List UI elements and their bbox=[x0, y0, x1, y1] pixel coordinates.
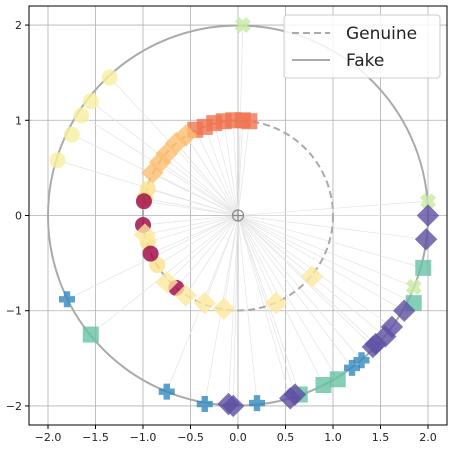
diamond-marker bbox=[414, 228, 438, 251]
x-tick-label: 1.5 bbox=[372, 431, 390, 444]
x-tick-label: −1.0 bbox=[130, 431, 157, 444]
origin-marker bbox=[231, 209, 245, 222]
x-marker bbox=[420, 193, 436, 210]
diamond-marker bbox=[416, 204, 440, 227]
y-tick-label: 2 bbox=[15, 19, 22, 32]
diamond-marker bbox=[283, 383, 307, 406]
x-marker-shape bbox=[420, 193, 436, 210]
spoke-line bbox=[237, 120, 244, 216]
spoke-line bbox=[159, 161, 239, 216]
spoke-line bbox=[223, 121, 239, 216]
y-axis-ticks: −2 −1 0 1 2 bbox=[6, 19, 29, 413]
spoke-line bbox=[147, 215, 239, 243]
legend-genuine-label: Genuine bbox=[346, 24, 417, 44]
x-tick-label: 1.0 bbox=[324, 431, 342, 444]
spoke-line bbox=[232, 120, 239, 216]
spoke-line bbox=[185, 135, 239, 216]
diamond-marker bbox=[133, 223, 157, 246]
circle-marker bbox=[49, 152, 66, 169]
spoke-line bbox=[237, 215, 258, 404]
spoke-line bbox=[144, 198, 239, 216]
diamond-marker bbox=[148, 150, 172, 174]
circle-marker bbox=[101, 69, 118, 86]
x-tick-label: −0.5 bbox=[177, 431, 204, 444]
spoke-line bbox=[175, 215, 239, 289]
x-marker-shape bbox=[405, 279, 422, 295]
diamond-marker bbox=[300, 265, 324, 288]
square-marker bbox=[241, 113, 258, 130]
spoke-line bbox=[237, 215, 339, 380]
spoke-line bbox=[143, 200, 239, 216]
diamond-marker bbox=[264, 291, 288, 315]
y-tick-label: 1 bbox=[15, 114, 22, 127]
spoke-line bbox=[157, 215, 239, 266]
x-tick-label: 2.0 bbox=[419, 431, 437, 444]
legend-fake-label: Fake bbox=[346, 51, 384, 71]
spoke-line bbox=[237, 215, 414, 304]
spoke-line bbox=[185, 215, 239, 296]
circle-marker bbox=[142, 245, 159, 262]
diamond-marker bbox=[212, 297, 235, 321]
x-tick-label: −1.5 bbox=[82, 431, 109, 444]
plus-marker bbox=[353, 352, 370, 369]
circle-marker bbox=[135, 193, 152, 210]
spoke-line bbox=[237, 121, 250, 216]
plus-marker bbox=[196, 396, 213, 413]
x-marker bbox=[234, 17, 251, 33]
legend-box bbox=[283, 14, 441, 79]
spoke-line bbox=[232, 215, 239, 406]
y-tick-label: −2 bbox=[6, 400, 22, 413]
spoke-line bbox=[150, 215, 239, 254]
legend: Genuine Fake bbox=[283, 14, 441, 79]
diamond-marker bbox=[361, 335, 385, 359]
plus-marker bbox=[249, 395, 265, 412]
circle-marker bbox=[73, 107, 90, 124]
square-marker bbox=[329, 371, 346, 388]
x-tick-label: 0.5 bbox=[277, 431, 295, 444]
spoke-line bbox=[223, 215, 239, 309]
diamond-marker bbox=[222, 394, 245, 418]
circle-marker bbox=[82, 93, 99, 110]
square-marker bbox=[315, 377, 332, 394]
spoke-line bbox=[213, 123, 239, 216]
square-marker bbox=[82, 326, 99, 343]
spoke-line bbox=[237, 215, 277, 304]
x-axis-ticks: −2.0 −1.5 −1.0 −0.5 0.0 0.5 1.0 1.5 2.0 bbox=[35, 425, 437, 444]
square-marker bbox=[415, 259, 432, 276]
spoke-line bbox=[237, 215, 296, 395]
spoke-line bbox=[194, 129, 239, 216]
spoke-line bbox=[204, 126, 239, 216]
spoke-line bbox=[166, 215, 239, 283]
x-marker-shape bbox=[234, 17, 251, 33]
diamond-marker bbox=[141, 161, 164, 184]
data-markers bbox=[49, 17, 440, 418]
x-tick-label: −2.0 bbox=[35, 431, 62, 444]
plus-marker bbox=[344, 359, 360, 376]
circle-marker bbox=[63, 126, 80, 143]
plus-marker bbox=[58, 291, 75, 308]
spoke-line bbox=[175, 142, 239, 216]
diamond-marker bbox=[174, 284, 197, 307]
y-tick-label: −1 bbox=[6, 305, 22, 318]
spoke-line bbox=[144, 215, 239, 235]
plus-marker bbox=[158, 383, 175, 400]
diamond-marker bbox=[193, 291, 216, 315]
spoke-line bbox=[166, 153, 239, 216]
x-marker bbox=[405, 279, 422, 295]
diamond-marker bbox=[393, 299, 416, 322]
spoke-line bbox=[237, 215, 424, 269]
x-tick-label: 0.0 bbox=[229, 431, 247, 444]
spoke-line bbox=[237, 215, 374, 348]
y-tick-label: 0 bbox=[15, 210, 22, 223]
diamond-marker bbox=[155, 270, 178, 294]
spoke-line bbox=[142, 215, 239, 226]
